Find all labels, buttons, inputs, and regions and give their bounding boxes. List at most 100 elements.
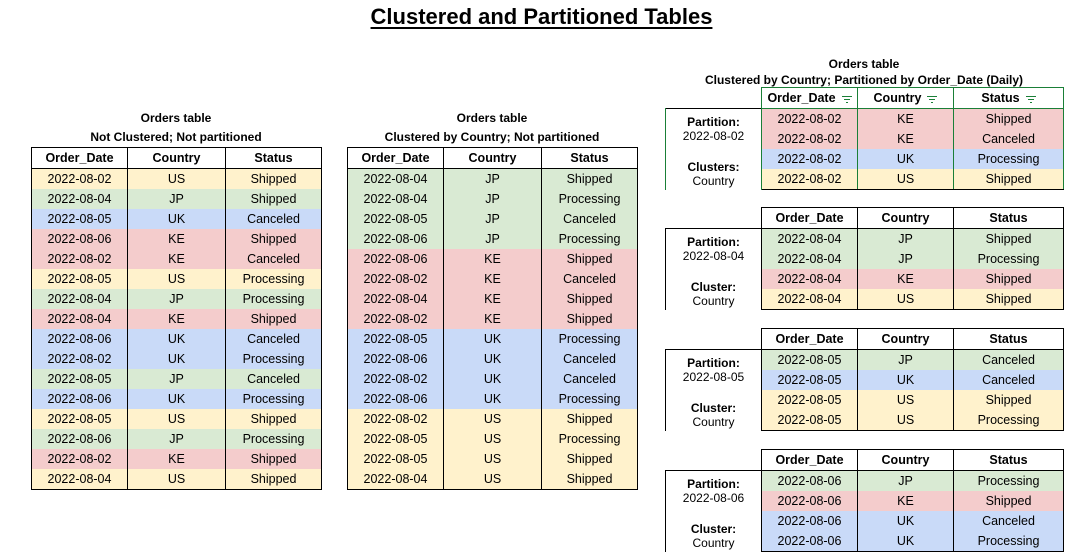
cell-status: Shipped	[541, 309, 638, 329]
table-row: 2022-08-04 US Shipped	[31, 469, 322, 490]
filter-icon[interactable]	[841, 95, 852, 103]
cell-status: Canceled	[953, 129, 1064, 149]
partition-label: Partition:	[687, 235, 740, 249]
header-status: Status	[953, 207, 1064, 229]
cell-status: Shipped	[225, 469, 322, 490]
header-country: Country	[443, 147, 542, 169]
table-row: 2022-08-02 US Shipped	[666, 169, 1064, 190]
table-row: 2022-08-06 UK Canceled	[347, 349, 638, 369]
table-row: 2022-08-04 US Shipped	[666, 289, 1064, 310]
cell-country: KE	[443, 249, 542, 269]
cell-status: Shipped	[953, 269, 1064, 289]
table-row: 2022-08-04 JP Shipped	[347, 168, 638, 189]
cell-country: JP	[443, 209, 542, 229]
table3-caption-subtitle: Clustered by Country; Partitioned by Ord…	[704, 73, 1024, 87]
header-order-date: Order_Date	[761, 449, 858, 471]
table1-caption-subtitle: Not Clustered; Not partitioned	[90, 130, 262, 144]
table-row: Partition: 2022-08-04 2022-08-04 JP Shipped	[665, 228, 1064, 269]
cell-order-date: 2022-08-06	[761, 470, 858, 491]
header-country: Country	[857, 328, 954, 350]
table-row: 2022-08-04 JP Shipped	[31, 189, 322, 209]
table-row: Cluster: Country 2022-08-05 US Shipped	[665, 390, 1064, 431]
table-row: Cluster: Country 2022-08-06 UK Canceled	[665, 511, 1064, 552]
cell-status: Processing	[541, 329, 638, 349]
cell-country: US	[857, 169, 954, 190]
filter-icon[interactable]	[927, 95, 938, 103]
cell-order-date: 2022-08-06	[31, 329, 128, 349]
cell-status: Shipped	[541, 289, 638, 309]
cell-status: Shipped	[953, 491, 1064, 511]
header-spacer	[666, 450, 762, 471]
cell-order-date: 2022-08-04	[761, 249, 858, 269]
cell-status: Processing	[225, 389, 322, 409]
cell-status: Shipped	[953, 228, 1064, 249]
cell-order-date: 2022-08-04	[347, 168, 444, 189]
cell-country: KE	[127, 449, 226, 469]
table-row: 2022-08-04 JP Processing	[31, 289, 322, 309]
cluster-value: Country	[692, 173, 735, 188]
cell-status: Processing	[541, 229, 638, 249]
cell-country: KE	[857, 129, 954, 149]
partition-value: 2022-08-06	[682, 491, 745, 505]
table-row: 2022-08-02 KE Canceled	[31, 249, 322, 269]
cell-order-date: 2022-08-05	[347, 209, 444, 229]
cell-country: UK	[857, 370, 954, 390]
table2-caption: Orders table Clustered by Country; Not p…	[347, 111, 637, 144]
cell-status: Canceled	[953, 370, 1064, 390]
partition-table-2022-08-02: Order_Date Country Status Partition: 2022-08…	[665, 87, 1064, 190]
table-row: 2022-08-06 UK Processing	[347, 389, 638, 409]
partition-label: Partition:	[687, 115, 740, 129]
cluster-value: Country	[692, 293, 735, 308]
cell-status: Canceled	[953, 349, 1064, 370]
cell-order-date: 2022-08-06	[347, 229, 444, 249]
cell-order-date: 2022-08-05	[761, 349, 858, 370]
cell-status: Processing	[225, 429, 322, 449]
table-row: 2022-08-05 US Processing	[31, 269, 322, 289]
cell-country: JP	[127, 289, 226, 309]
cell-status: Canceled	[225, 209, 322, 229]
cell-order-date: 2022-08-06	[31, 389, 128, 409]
cell-order-date: 2022-08-05	[761, 410, 858, 431]
cell-country: UK	[443, 369, 542, 389]
cell-country: US	[857, 390, 954, 410]
cell-country: JP	[857, 349, 954, 370]
cluster-label-cell: Cluster: Country	[665, 511, 762, 552]
cluster-label: Cluster:	[690, 279, 737, 294]
cell-country: JP	[443, 189, 542, 209]
cell-order-date: 2022-08-02	[761, 149, 858, 169]
cell-order-date: 2022-08-04	[761, 289, 858, 310]
header-order-date[interactable]: Order_Date	[761, 87, 858, 109]
cell-status: Shipped	[225, 229, 322, 249]
cell-order-date: 2022-08-05	[31, 209, 128, 229]
cell-country: UK	[857, 511, 954, 531]
table-row: 2022-08-05 US Shipped	[347, 449, 638, 469]
cell-country: US	[443, 469, 542, 490]
header-status[interactable]: Status	[953, 87, 1064, 109]
cell-status: Processing	[953, 531, 1064, 552]
cell-status: Canceled	[225, 249, 322, 269]
cell-status: Shipped	[541, 409, 638, 429]
filter-icon[interactable]	[1025, 95, 1036, 103]
header-country[interactable]: Country	[857, 87, 954, 109]
cell-order-date: 2022-08-06	[31, 229, 128, 249]
cell-status: Processing	[225, 289, 322, 309]
cell-status: Processing	[953, 410, 1064, 431]
cluster-label-cell: Cluster: Country	[665, 390, 762, 431]
table-row: 2022-08-02 KE Shipped	[31, 449, 322, 469]
cell-order-date: 2022-08-05	[347, 429, 444, 449]
table-row: 2022-08-02 UK Processing	[31, 349, 322, 369]
header-order-date: Order_Date	[761, 207, 858, 229]
cell-country: JP	[857, 228, 954, 249]
cell-order-date: 2022-08-05	[347, 329, 444, 349]
table-row: 2022-08-02 KE Canceled	[666, 129, 1064, 149]
cell-country: US	[127, 409, 226, 429]
cell-country: US	[443, 429, 542, 449]
cell-country: KE	[443, 269, 542, 289]
cell-status: Processing	[953, 149, 1064, 169]
cell-status: Processing	[225, 349, 322, 369]
cell-country: UK	[127, 349, 226, 369]
cell-order-date: 2022-08-02	[761, 108, 858, 129]
partition-label-cell: Partition: 2022-08-06	[665, 470, 762, 511]
cell-country: US	[127, 168, 226, 189]
partition-value: 2022-08-04	[682, 249, 745, 263]
